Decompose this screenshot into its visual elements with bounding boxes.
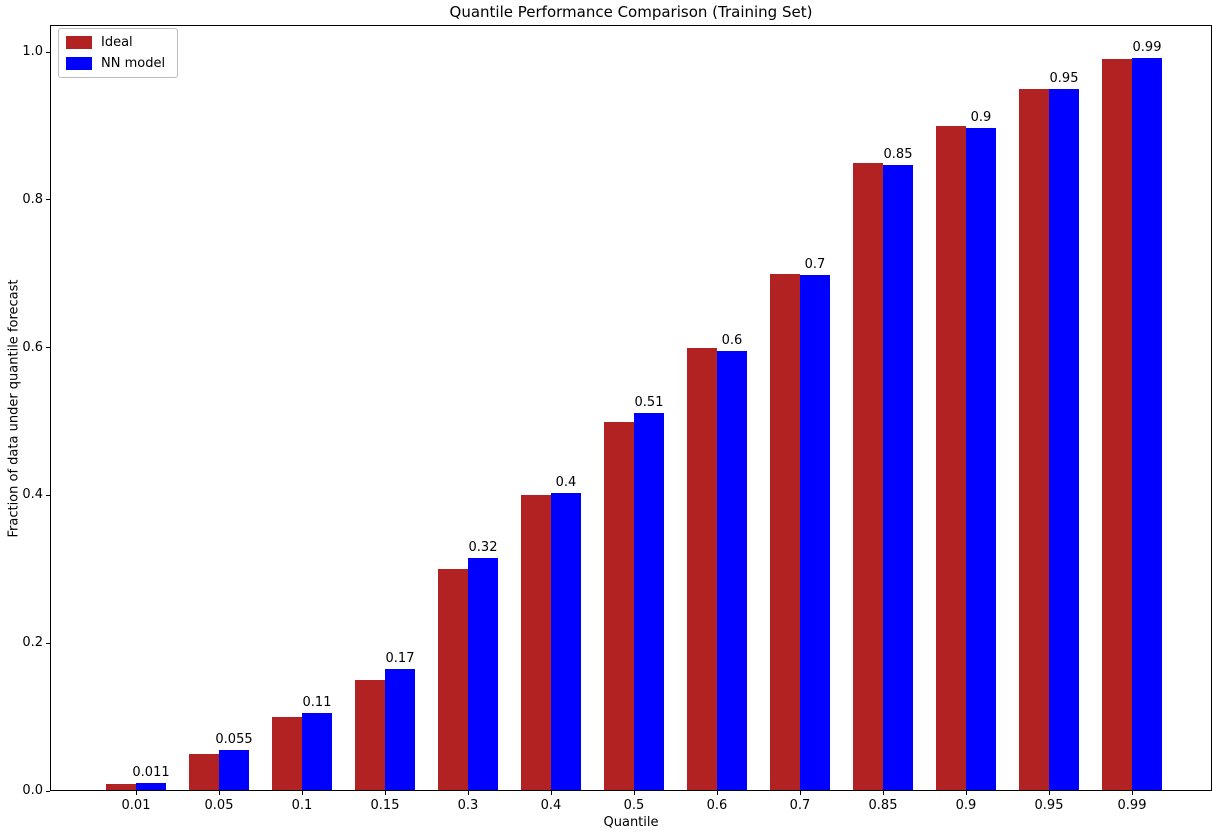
bar-nn-model-0.99: [1132, 57, 1162, 791]
x-tick-0.6: [717, 791, 718, 795]
spine-bottom: [50, 790, 1212, 791]
bar-value-label-0.1: 0.11: [302, 694, 332, 710]
bar-nn-model-0.1: [302, 712, 332, 791]
x-tick-0.9: [966, 791, 967, 795]
x-tick-0.05: [219, 791, 220, 795]
x-axis-label: Quantile: [603, 815, 659, 830]
x-tick-label-0.9: 0.9: [955, 798, 977, 813]
y-tick-label-1.0: 1.0: [22, 44, 43, 59]
bar-value-label-0.3: 0.32: [468, 540, 498, 556]
bar-nn-model-0.15: [385, 669, 415, 791]
bar-nn-model-0.05: [219, 750, 249, 791]
bar-value-label-0.6: 0.6: [721, 332, 743, 348]
bar-value-label-0.9: 0.9: [970, 110, 992, 126]
legend-item-ideal: Ideal: [66, 35, 165, 50]
legend: Ideal NN model: [58, 28, 179, 78]
bar-ideal-0.85: [853, 162, 883, 791]
x-tick-label-0.95: 0.95: [1034, 798, 1064, 813]
x-tick-label-0.01: 0.01: [121, 798, 151, 813]
x-tick-label-0.1: 0.1: [291, 798, 313, 813]
y-tick-label-0.2: 0.2: [22, 635, 43, 651]
bar-ideal-0.7: [770, 273, 800, 791]
y-tick-0.0: [46, 790, 50, 792]
bar-value-label-0.5: 0.51: [634, 394, 664, 410]
bar-nn-model-0.3: [468, 558, 498, 791]
chart-title: Quantile Performance Comparison (Trainin…: [449, 3, 813, 21]
y-tick-0.8: [46, 199, 50, 201]
legend-label: NN model: [101, 56, 166, 71]
bar-nn-model-0.01: [136, 782, 166, 791]
x-tick-0.85: [883, 791, 884, 795]
legend-swatch-icon: [66, 57, 92, 70]
y-tick-0.4: [46, 494, 50, 496]
bar-ideal-0.01: [106, 783, 136, 791]
spine-right: [1211, 25, 1212, 791]
bar-nn-model-0.4: [551, 493, 581, 791]
bar-ideal-0.05: [189, 754, 219, 791]
bar-ideal-0.9: [936, 125, 966, 791]
x-tick-label-0.3: 0.3: [457, 798, 479, 813]
bar-value-label-0.85: 0.85: [883, 147, 913, 163]
bar-ideal-0.3: [438, 569, 468, 791]
y-tick-label-0.4: 0.4: [22, 487, 43, 503]
x-tick-0.95: [1049, 791, 1050, 795]
bar-ideal-0.6: [687, 347, 717, 791]
x-tick-0.15: [385, 791, 386, 795]
bar-value-label-0.95: 0.95: [1049, 71, 1079, 86]
bar-value-label-0.05: 0.055: [215, 732, 253, 748]
legend-label: Ideal: [101, 35, 133, 50]
x-tick-0.3: [468, 791, 469, 795]
y-tick-label-0.0: 0.0: [22, 783, 43, 798]
x-tick-0.7: [800, 791, 801, 795]
x-tick-0.01: [136, 791, 137, 795]
bar-ideal-0.1: [272, 717, 302, 791]
x-tick-label-0.7: 0.7: [789, 798, 811, 813]
x-tick-label-0.85: 0.85: [868, 798, 898, 813]
bar-value-label-0.15: 0.17: [385, 651, 415, 667]
bar-value-label-0.99: 0.99: [1132, 39, 1162, 55]
spine-left: [50, 25, 51, 791]
legend-swatch-icon: [66, 36, 92, 49]
bar-ideal-0.15: [355, 680, 385, 791]
x-tick-0.99: [1132, 791, 1133, 795]
x-tick-label-0.6: 0.6: [706, 798, 728, 813]
spine-top: [50, 25, 1212, 26]
bar-nn-model-0.95: [1049, 89, 1079, 791]
bar-ideal-0.5: [604, 421, 634, 791]
y-axis-label-wrap: Fraction of data under quantile forecast: [2, 25, 26, 791]
x-tick-label-0.05: 0.05: [204, 798, 234, 813]
bar-ideal-0.95: [1019, 89, 1049, 791]
y-tick-0.6: [46, 347, 50, 349]
x-tick-label-0.15: 0.15: [370, 798, 400, 813]
bar-nn-model-0.6: [717, 350, 747, 791]
bar-nn-model-0.9: [966, 128, 996, 791]
x-tick-label-0.99: 0.99: [1117, 798, 1147, 813]
x-tick-0.5: [634, 791, 635, 795]
y-tick-label-0.8: 0.8: [22, 191, 43, 207]
bar-value-label-0.7: 0.7: [804, 257, 826, 273]
plot-area: 0.0 0.2 0.4 0.6 0.8 1.0 0.01 0.011 0.05 0.055 0.1 0…: [22, 25, 1212, 813]
bar-value-label-0.4: 0.4: [555, 475, 577, 491]
bar-nn-model-0.5: [634, 412, 664, 791]
bar-ideal-0.4: [521, 495, 551, 791]
bar-value-label-0.01: 0.011: [132, 764, 170, 780]
x-tick-label-0.4: 0.4: [540, 798, 562, 813]
bar-nn-model-0.85: [883, 165, 913, 791]
y-tick-label-0.6: 0.6: [22, 339, 43, 355]
x-tick-label-0.5: 0.5: [623, 798, 645, 813]
y-tick-1.0: [46, 51, 50, 53]
bar-ideal-0.99: [1102, 59, 1132, 791]
x-tick-0.1: [302, 791, 303, 795]
y-tick-0.2: [46, 642, 50, 644]
bar-nn-model-0.7: [800, 275, 830, 791]
legend-item-nn-model: NN model: [66, 56, 165, 71]
x-tick-0.4: [551, 791, 552, 795]
